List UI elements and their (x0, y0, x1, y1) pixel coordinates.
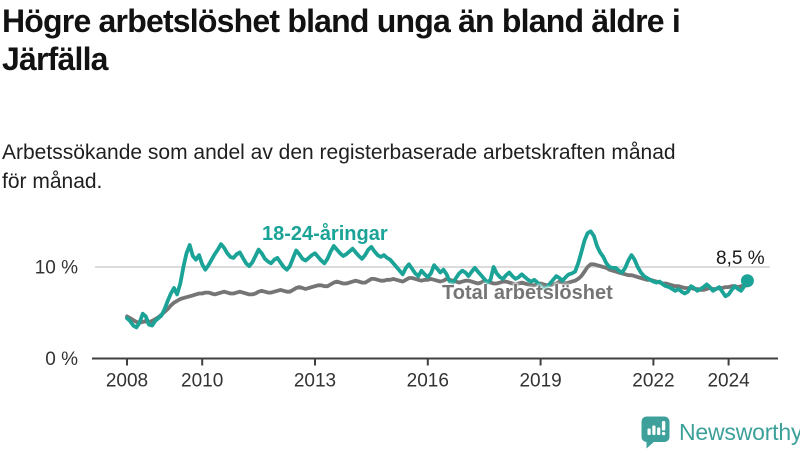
series-label-total: Total arbetslöshet (442, 282, 613, 304)
page-title-line1: Högre arbetslöshet bland unga än bland ä… (2, 3, 681, 39)
newsworthy-logo[interactable]: Newsworthy (641, 415, 800, 449)
page-subtitle-line1: Arbetssökande som andel av den registerb… (2, 141, 676, 164)
x-tick-label: 2008 (106, 371, 148, 392)
end-value-annotation: 8,5 % (716, 248, 765, 269)
series-end-dot (740, 274, 754, 288)
newsworthy-wordmark: Newsworthy (679, 418, 800, 445)
series-line-youth (125, 229, 750, 330)
page-title-line2: Järfälla (2, 41, 108, 77)
x-tick-label: 2016 (407, 371, 449, 392)
x-tick-label: 2022 (632, 371, 674, 392)
x-tick-label: 2010 (181, 371, 223, 392)
y-tick-label: 0 % (45, 349, 78, 370)
page-subtitle: Arbetssökande som andel av den registerb… (2, 138, 798, 196)
series-line-total (125, 262, 750, 325)
chart: 0 % 10 % 2008 2010 2013 2016 2019 2022 2024 (0, 200, 800, 400)
chart-svg: 0 % 10 % 2008 2010 2013 2016 2019 2022 2024 (35, 229, 778, 392)
newsworthy-logo-icon (641, 416, 670, 448)
x-tick-label: 2013 (294, 371, 336, 392)
page-title: Högre arbetslöshet bland unga än bland ä… (2, 2, 794, 78)
page-subtitle-line2: för månad. (2, 170, 103, 193)
x-tick-label: 2019 (519, 371, 561, 392)
x-tick-label: 2024 (707, 371, 750, 392)
y-tick-label: 10 % (35, 258, 78, 279)
series-label-youth: 18-24-åringar (262, 223, 388, 245)
